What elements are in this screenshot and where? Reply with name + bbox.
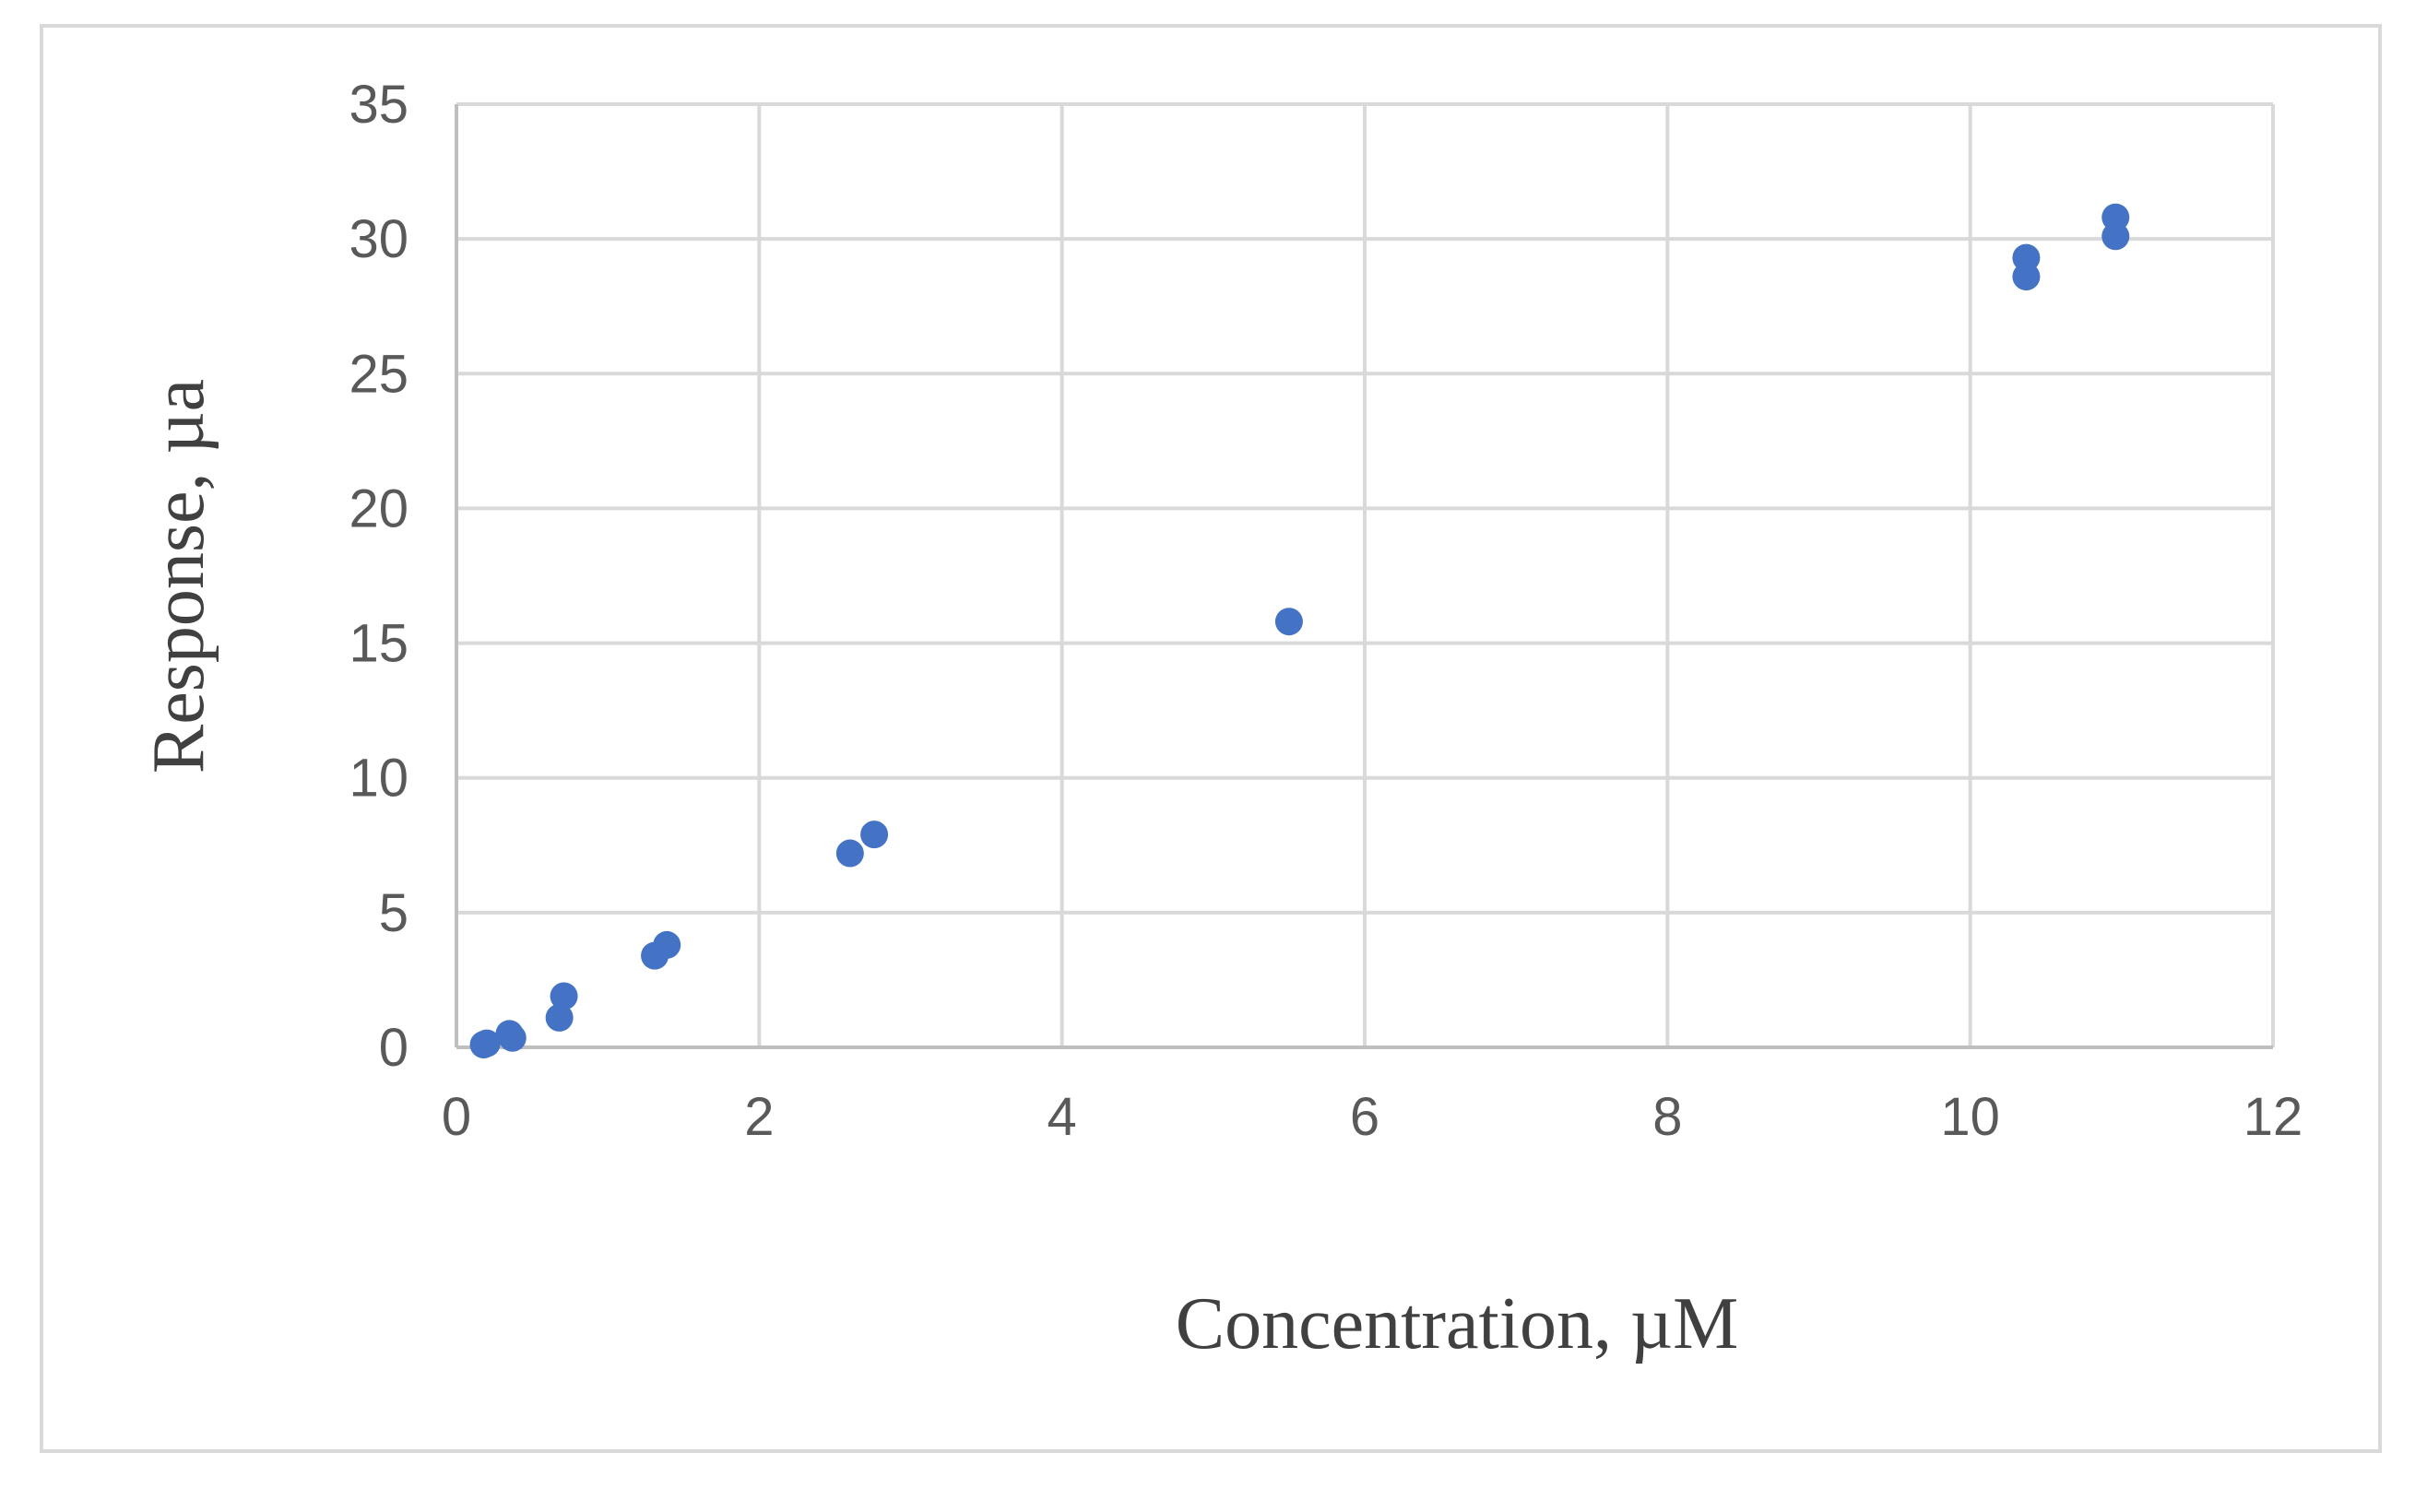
y-tick-label: 30: [349, 209, 408, 269]
data-point: [1274, 608, 1303, 636]
data-point: [835, 839, 864, 868]
y-tick-label: 10: [349, 749, 408, 809]
x-tick-label: 2: [744, 1087, 774, 1147]
y-tick-label: 25: [349, 344, 408, 404]
x-tick-label: 8: [1652, 1087, 1682, 1147]
x-axis-title: Concentration, µM: [1176, 1283, 1738, 1364]
chart-frame: [40, 24, 2382, 1453]
axes: [455, 104, 2273, 1049]
y-tick-label: 0: [379, 1018, 408, 1078]
y-tick-label: 35: [349, 75, 408, 135]
data-point: [2012, 243, 2041, 272]
data-point: [472, 1029, 501, 1057]
gridlines: [456, 102, 2275, 1047]
data-point: [545, 1003, 574, 1032]
y-tick-label: 20: [349, 478, 408, 538]
data-points: [469, 203, 2130, 1059]
y-tick-label: 5: [379, 883, 408, 943]
data-point: [2101, 203, 2130, 231]
data-point: [653, 930, 681, 959]
data-point: [550, 982, 578, 1010]
y-tick-label: 15: [349, 614, 408, 674]
x-tick-label: 10: [1940, 1087, 2000, 1147]
data-point: [498, 1023, 527, 1052]
x-tick-label: 6: [1350, 1087, 1379, 1147]
y-axis-title: Response, µa: [138, 379, 219, 774]
data-point: [860, 821, 889, 849]
tick-labels: 0 5 10 15 20 25 30 35 0 2 4 6 8 10 12: [349, 75, 2303, 1147]
x-tick-label: 0: [442, 1087, 471, 1147]
x-tick-label: 4: [1048, 1087, 1077, 1147]
x-tick-label: 12: [2243, 1087, 2303, 1147]
